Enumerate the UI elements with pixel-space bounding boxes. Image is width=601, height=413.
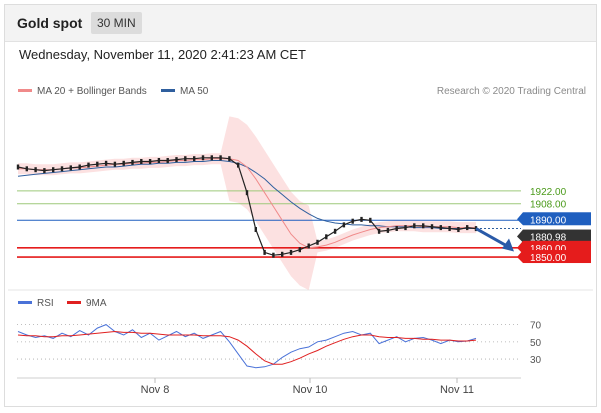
price-point — [60, 166, 64, 172]
price-point — [16, 164, 20, 170]
price-point — [263, 249, 266, 255]
level-label-pointer-1890.00 — [517, 212, 523, 226]
level-label-1850.00: 1850.00 — [530, 253, 567, 264]
price-point — [333, 228, 337, 234]
price-point — [422, 223, 425, 229]
rsi9ma-legend-swatch — [67, 301, 81, 304]
rsi-series-line-rsi — [17, 324, 477, 369]
level-label-1922.00: 1922.00 — [530, 187, 567, 198]
price-point — [245, 190, 249, 196]
ma20-legend-swatch — [18, 89, 32, 92]
chart-datetime: Wednesday, November 11, 2020 2:41:23 AM … — [19, 47, 306, 62]
x-tick-label-0: Nov 8 — [141, 384, 170, 396]
price-point — [281, 251, 284, 257]
price-legend: MA 20 + Bollinger Bands MA 50 — [18, 86, 209, 97]
ma50-legend-label: MA 50 — [180, 86, 209, 97]
price-point — [52, 167, 55, 173]
price-point — [201, 155, 205, 161]
price-point — [404, 225, 407, 231]
price-point — [157, 158, 161, 163]
price-point — [193, 156, 196, 162]
price-point — [377, 228, 381, 234]
price-point — [131, 159, 134, 165]
price-point — [342, 222, 346, 228]
rsi-legend-label: RSI — [37, 298, 54, 309]
price-point — [395, 226, 398, 231]
price-point — [166, 158, 169, 163]
price-plot: 1922.00 1908.00 1890.00 1880.981860.001850.… — [16, 116, 591, 291]
price-point — [210, 155, 213, 161]
price-point — [386, 227, 390, 233]
price-point — [122, 160, 125, 166]
forecast-arrow-head — [502, 238, 514, 252]
price-point — [430, 224, 434, 230]
instrument-title: Gold spot — [17, 15, 83, 31]
x-tick-label-2: Nov 11 — [440, 384, 474, 396]
price-point — [307, 243, 310, 249]
price-point — [43, 168, 46, 174]
price-point — [369, 217, 372, 223]
price-point — [466, 225, 469, 231]
forecast-arrow-shaft — [475, 227, 509, 248]
price-point — [96, 161, 99, 167]
level-label-1860.00: 1860.00 — [530, 244, 567, 255]
chart-header: Gold spot 30 MIN — [5, 5, 596, 42]
price-point — [298, 247, 301, 253]
price-point — [140, 159, 143, 164]
price-point — [413, 223, 416, 229]
price-point — [219, 155, 222, 161]
level-label-1890.00: 1890.00 — [530, 215, 567, 226]
price-point — [148, 159, 152, 164]
price-point — [360, 216, 363, 222]
price-point — [104, 160, 108, 166]
price-point — [113, 161, 117, 167]
price-point — [272, 252, 275, 258]
price-point — [457, 227, 460, 232]
level-label-pointer-1880.98 — [517, 229, 523, 243]
price-point — [25, 166, 28, 172]
level-label-pointer-1850.00 — [517, 250, 523, 264]
ma50-legend-swatch — [161, 89, 175, 92]
rsi9ma-legend-label: 9MA — [86, 298, 107, 309]
price-point — [34, 167, 37, 173]
ma20-legend-label: MA 20 + Bollinger Bands — [37, 86, 147, 97]
price-point — [439, 225, 442, 231]
price-point — [237, 162, 240, 168]
price-point — [325, 234, 328, 240]
chart-card: Gold spot 30 MIN Wednesday, November 11,… — [4, 4, 597, 407]
level-label-box-1890.00 — [523, 212, 591, 226]
price-point — [87, 162, 90, 168]
price-point — [78, 164, 81, 170]
price-point — [228, 156, 231, 162]
level-label-pointer-1860.00 — [517, 240, 523, 254]
rsi-tick-label-70: 70 — [530, 321, 542, 332]
interval-badge[interactable]: 30 MIN — [91, 12, 142, 34]
price-point — [254, 227, 257, 232]
price-point — [448, 226, 451, 231]
x-tick-label-1: Nov 10 — [293, 384, 328, 396]
price-point — [175, 157, 178, 163]
rsi-plot: 70 50 30 — [17, 321, 542, 369]
level-label-box-1850.00 — [523, 250, 591, 264]
rsi-legend-swatch — [18, 301, 32, 304]
price-point — [184, 156, 187, 162]
price-point — [289, 249, 293, 255]
series-line-ma-20 — [18, 158, 476, 249]
level-label-1880.98: 1880.98 — [530, 233, 567, 244]
credit-text: Research © 2020 Trading Central — [437, 86, 586, 97]
rsi-tick-label-30: 30 — [530, 355, 542, 366]
level-label-box-1880.98 — [523, 229, 591, 243]
price-point — [351, 218, 354, 224]
price-point — [316, 239, 319, 245]
price-point — [69, 165, 72, 171]
x-axis: Nov 8 Nov 10 Nov 11 — [141, 378, 474, 396]
rsi-tick-label-50: 50 — [530, 338, 542, 349]
level-label-1908.00: 1908.00 — [530, 200, 567, 211]
rsi-legend: RSI 9MA — [18, 298, 107, 309]
rsi-series-line-9ma — [17, 330, 477, 365]
